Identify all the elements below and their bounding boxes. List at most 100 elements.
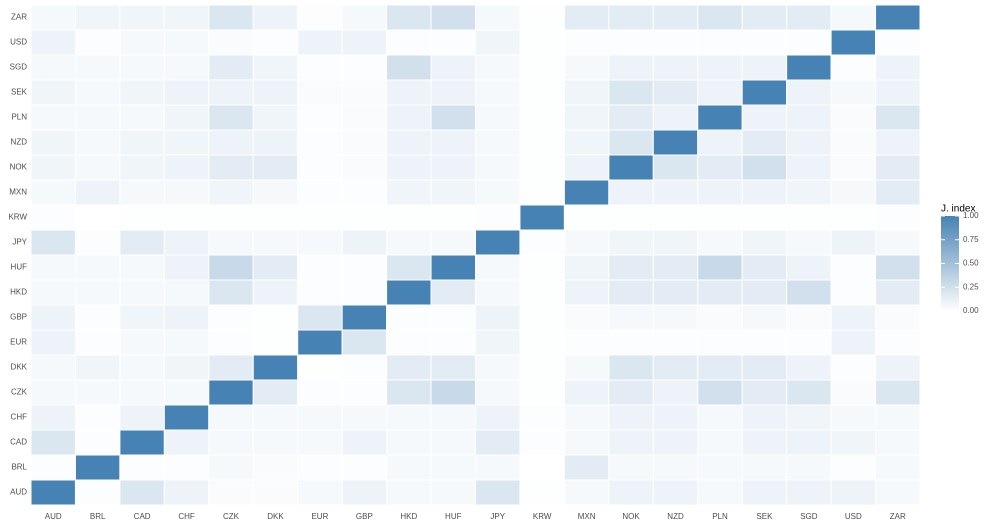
heatmap-cell: [30, 179, 76, 206]
heatmap-cell: [830, 154, 877, 181]
y-tick-label: CZK: [11, 388, 28, 397]
heatmap-cell: [652, 404, 699, 431]
heatmap-cell: [652, 454, 699, 481]
heatmap-cell: [208, 304, 254, 331]
heatmap-cell: [652, 229, 699, 256]
x-tick-label: CHF: [178, 512, 195, 521]
heatmap-cell: [475, 4, 521, 31]
heatmap-cell: [875, 154, 921, 181]
heatmap-cell: [30, 154, 76, 181]
heatmap-cell: [208, 354, 254, 381]
x-tick-label: NZD: [667, 512, 684, 521]
heatmap-cell: [119, 279, 165, 306]
heatmap-cell: [875, 79, 921, 106]
heatmap-cell: [519, 79, 565, 106]
heatmap-cell: [830, 229, 877, 256]
heatmap-cell: [830, 4, 877, 31]
heatmap-cell: [163, 454, 210, 481]
heatmap-cell: [252, 104, 299, 131]
heatmap-cell: [652, 354, 699, 381]
heatmap-cell: [430, 104, 476, 131]
heatmap-cell: [430, 4, 476, 31]
heatmap-cell: [741, 479, 788, 506]
heatmap-cell: [74, 254, 121, 281]
heatmap-cell: [252, 454, 299, 481]
heatmap-cell: [30, 4, 76, 31]
heatmap-cell: [430, 154, 476, 181]
heatmap-cell: [608, 54, 654, 81]
heatmap-cell: [386, 254, 432, 281]
heatmap-cell: [74, 204, 121, 231]
y-tick-label: NZD: [11, 138, 28, 147]
heatmap-cell: [563, 454, 610, 481]
heatmap-cell: [430, 429, 476, 456]
heatmap-cell: [741, 304, 788, 331]
heatmap-cell: [119, 429, 165, 456]
heatmap-cell: [475, 454, 521, 481]
heatmap-cell: [563, 179, 610, 206]
heatmap-cell: [563, 404, 610, 431]
heatmap-cell: [297, 79, 343, 106]
heatmap-cell: [74, 279, 121, 306]
x-tick-label: HKD: [400, 512, 417, 521]
heatmap-cell: [208, 204, 254, 231]
heatmap-cell: [830, 379, 877, 406]
heatmap-cell: [875, 29, 921, 56]
heatmap-cell: [30, 29, 76, 56]
x-tick-label: SGD: [800, 512, 818, 521]
heatmap-cell: [608, 129, 654, 156]
heatmap-cell: [341, 479, 388, 506]
heatmap-cell: [741, 179, 788, 206]
heatmap-cell: [475, 254, 521, 281]
heatmap-cell: [786, 329, 832, 356]
heatmap-cell: [208, 329, 254, 356]
heatmap-cell: [74, 29, 121, 56]
heatmap-cell: [341, 79, 388, 106]
y-tick-label: MXN: [9, 188, 27, 197]
heatmap-cell: [163, 429, 210, 456]
heatmap-cell: [475, 354, 521, 381]
heatmap-cell: [563, 204, 610, 231]
heatmap-cell: [697, 229, 743, 256]
heatmap-cell: [475, 29, 521, 56]
heatmap-cell: [519, 279, 565, 306]
heatmap-cell: [608, 254, 654, 281]
x-tick-label: DKK: [267, 512, 284, 521]
heatmap-cell: [297, 454, 343, 481]
heatmap-cell: [875, 329, 921, 356]
heatmap-cell: [30, 329, 76, 356]
heatmap-cell: [563, 4, 610, 31]
heatmap-cell: [386, 454, 432, 481]
heatmap-cell: [386, 304, 432, 331]
x-tick-label: CZK: [223, 512, 240, 521]
heatmap-cell: [208, 279, 254, 306]
heatmap-cell: [652, 429, 699, 456]
heatmap-cell: [163, 79, 210, 106]
heatmap-cell: [741, 4, 788, 31]
heatmap-cell: [608, 304, 654, 331]
y-tick-label: HKD: [10, 288, 27, 297]
heatmap-cell: [119, 104, 165, 131]
heatmap-cell: [563, 229, 610, 256]
heatmap-cell: [519, 404, 565, 431]
heatmap-cell: [252, 304, 299, 331]
heatmap-cell: [208, 254, 254, 281]
heatmap-cell: [652, 279, 699, 306]
heatmap-cell: [563, 54, 610, 81]
heatmap-cell: [297, 4, 343, 31]
heatmap-cell: [741, 329, 788, 356]
y-tick-label: CAD: [10, 438, 27, 447]
heatmap-cell: [830, 254, 877, 281]
heatmap-cell: [741, 54, 788, 81]
colorbar-label: 1.00: [963, 211, 979, 220]
x-tick-label: NOK: [622, 512, 640, 521]
heatmap-cell: [741, 229, 788, 256]
heatmap-cell: [341, 104, 388, 131]
y-tick-label: PLN: [11, 113, 27, 122]
heatmap-cell: [830, 79, 877, 106]
heatmap-cell: [475, 229, 521, 256]
heatmap-cell: [163, 254, 210, 281]
heatmap-cell: [119, 229, 165, 256]
heatmap-cell: [341, 29, 388, 56]
heatmap-cell: [341, 279, 388, 306]
